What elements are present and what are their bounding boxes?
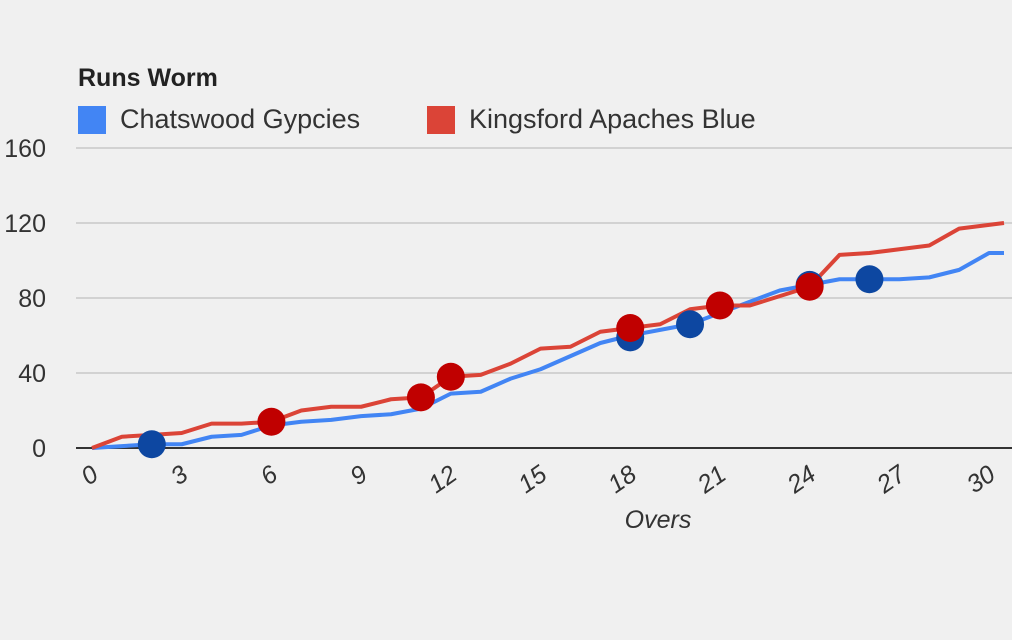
x-tick-label: 30 [962,460,1001,499]
legend-label-chatswood: Chatswood Gypcies [120,104,361,134]
legend-item-kingsford[interactable]: Kingsford Apaches Blue [427,104,756,135]
y-tick-label: 80 [18,285,46,313]
grid [76,147,1012,449]
x-tick-label: 18 [603,460,642,499]
x-tick-label: 3 [166,460,194,491]
y-tick-label: 160 [4,135,46,163]
wicket-marker-0[interactable] [676,310,705,339]
wicket-marker-1[interactable] [705,291,734,320]
wicket-marker-0[interactable] [137,430,166,459]
x-tick-label: 0 [76,460,104,491]
wicket-marker-1[interactable] [257,407,286,436]
x-axis-ticks: 0 3 6 9 12 15 18 21 24 27 30 [76,459,1001,499]
x-axis-label: Overs [625,506,692,534]
legend-swatch-kingsford [427,105,455,134]
x-tick-label: 6 [255,460,283,491]
wicket-marker-1[interactable] [616,314,645,342]
series-line-1 [91,221,1005,450]
wicket-marker-1[interactable] [795,272,824,301]
series-lines [91,221,1005,450]
y-tick-label: 120 [4,210,46,238]
x-tick-label: 24 [781,460,821,499]
chart-title: Runs Worm [78,64,218,92]
wicket-markers [137,265,884,459]
legend-label-kingsford: Kingsford Apaches Blue [469,104,756,134]
legend-swatch-chatswood [78,105,106,134]
y-tick-label: 40 [18,360,46,388]
x-tick-label: 15 [513,460,552,499]
wicket-marker-1[interactable] [406,383,435,412]
x-tick-label: 9 [345,460,373,491]
y-axis-ticks: 0 40 80 120 160 [4,135,46,463]
legend-item-chatswood[interactable]: Chatswood Gypcies [78,104,360,135]
x-tick-label: 21 [692,460,732,499]
y-tick-label: 0 [32,435,46,463]
x-tick-label: 27 [871,459,912,499]
x-tick-label: 12 [423,460,462,499]
wicket-marker-1[interactable] [436,362,465,391]
wicket-marker-0[interactable] [855,265,884,294]
